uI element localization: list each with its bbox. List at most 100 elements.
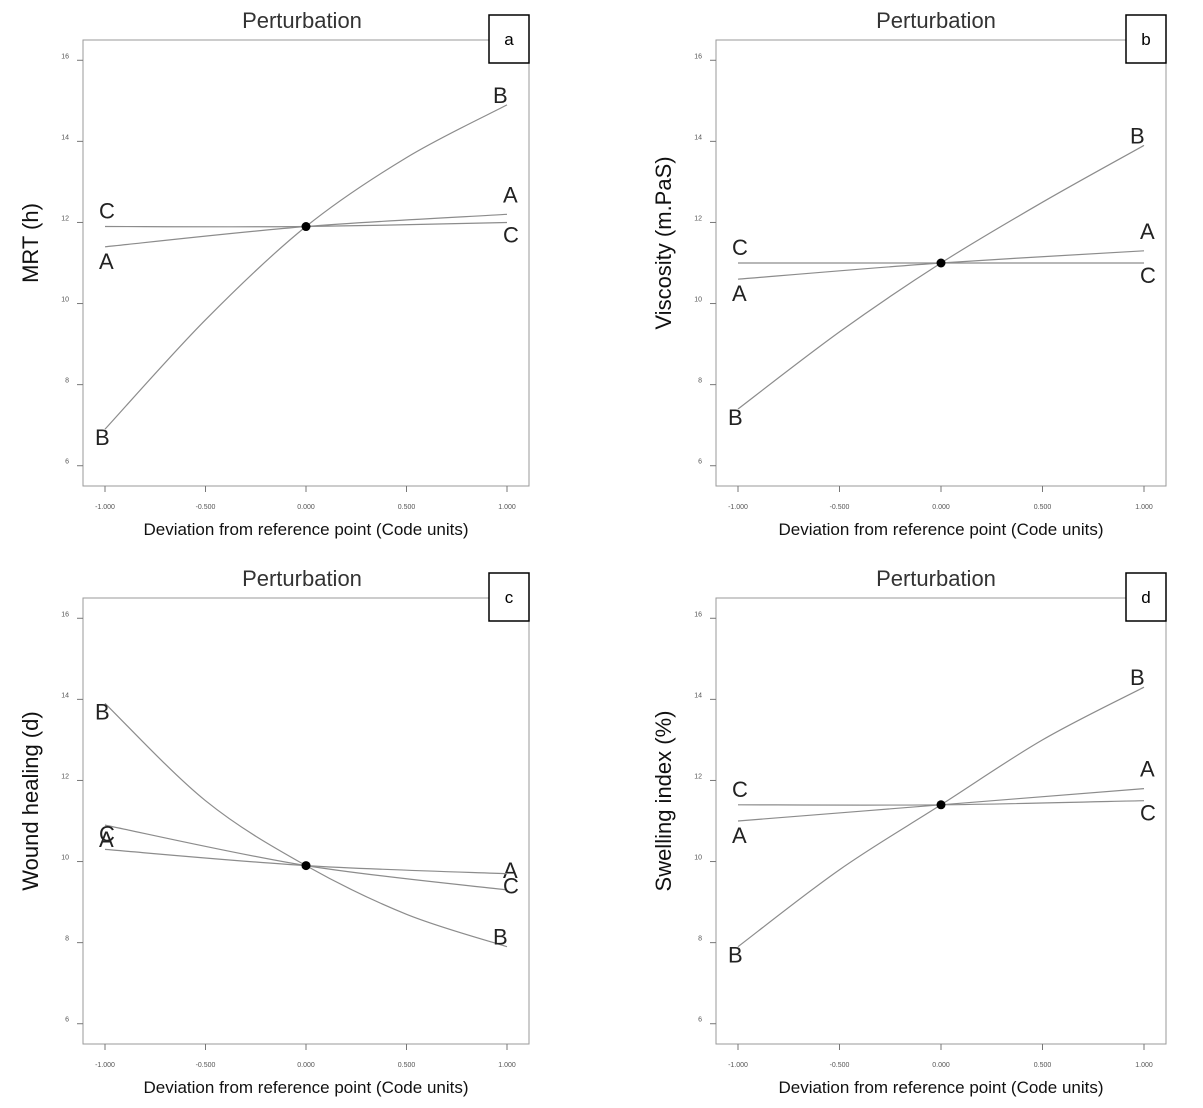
- series-label-end-B: B: [1130, 665, 1145, 690]
- y-axis-label: Viscosity (m.PaS): [651, 156, 676, 329]
- x-tick-label: 1.000: [498, 1062, 516, 1069]
- series-label-end-A: A: [503, 858, 518, 883]
- series-line-A: [104, 824, 508, 891]
- y-tick-label: 14: [61, 692, 69, 699]
- y-tick-label: 10: [694, 297, 702, 304]
- y-tick-label: 6: [65, 459, 69, 466]
- chart-panel-c: Perturbation c 6 8 10 12 14 16 -1.000 -0.500 0.000…: [18, 566, 530, 1097]
- reference-point: [301, 861, 311, 871]
- x-tick-label: -0.500: [196, 504, 216, 511]
- reference-point: [301, 222, 311, 232]
- series-label-end-C: C: [503, 222, 519, 247]
- chart-title: Perturbation: [242, 566, 362, 591]
- x-tick-label: 0.500: [1034, 504, 1052, 511]
- y-tick-label: 8: [698, 936, 702, 943]
- plot-frame: [82, 597, 530, 1045]
- x-tick-label: 0.000: [932, 1062, 950, 1069]
- y-tick-label: 16: [61, 611, 69, 618]
- x-tick-label: -0.500: [830, 1062, 850, 1069]
- x-tick-label: 0.500: [398, 504, 416, 511]
- chart-panel-d: Perturbation d 6 8 10 12 14 16 -1.000 -0.500 0.000…: [651, 566, 1167, 1097]
- y-tick-label: 8: [65, 378, 69, 385]
- panel-label-box: [1125, 572, 1167, 622]
- reference-point: [936, 800, 946, 810]
- y-tick-label: 12: [694, 215, 702, 222]
- panel-label-box: [488, 14, 530, 64]
- chart-panel-b: Perturbation b 6 8 10 12 14 16 -1.000 -0.500 0.000…: [651, 8, 1167, 539]
- series-label-start-B: B: [95, 699, 110, 724]
- series-label-end-A: A: [503, 182, 518, 207]
- x-tick-label: 1.000: [1135, 1062, 1153, 1069]
- series-label-start-B: B: [728, 405, 743, 430]
- series-line-B: [737, 686, 1145, 948]
- panel-label: a: [504, 30, 514, 49]
- reference-point: [936, 258, 946, 268]
- y-tick-label: 12: [61, 773, 69, 780]
- y-axis-label: Swelling index (%): [651, 711, 676, 892]
- plot-frame: [82, 39, 530, 487]
- chart-title: Perturbation: [876, 566, 996, 591]
- y-tick-label: 10: [61, 297, 69, 304]
- series-line-B: [737, 144, 1145, 410]
- y-tick-label: 8: [65, 936, 69, 943]
- y-axis-label: Wound healing (d): [18, 711, 43, 890]
- y-tick-label: 12: [61, 215, 69, 222]
- series-label-end-B: B: [493, 83, 508, 108]
- y-tick-label: 10: [61, 855, 69, 862]
- x-axis-label: Deviation from reference point (Code uni…: [778, 520, 1103, 539]
- series-line-B: [104, 702, 508, 948]
- y-tick-label: 10: [694, 855, 702, 862]
- x-tick-label: 0.000: [297, 504, 315, 511]
- x-tick-label: -0.500: [196, 1062, 216, 1069]
- x-tick-label: 1.000: [498, 504, 516, 511]
- x-tick-label: 0.000: [297, 1062, 315, 1069]
- y-tick-label: 14: [61, 134, 69, 141]
- y-tick-label: 16: [61, 53, 69, 60]
- panel-label-box: [1125, 14, 1167, 64]
- chart-title: Perturbation: [876, 8, 996, 33]
- panel-label-box: [488, 572, 530, 622]
- series-label-start-A: A: [99, 249, 114, 274]
- series-label-start-C: C: [99, 821, 115, 846]
- y-tick-label: 6: [65, 1017, 69, 1024]
- series-label-start-A: A: [99, 827, 114, 852]
- x-tick-label: -1.000: [95, 1062, 115, 1069]
- x-tick-label: 1.000: [1135, 504, 1153, 511]
- x-axis-label: Deviation from reference point (Code uni…: [143, 1078, 468, 1097]
- y-tick-label: 14: [694, 134, 702, 141]
- x-tick-label: 0.500: [1034, 1062, 1052, 1069]
- series-label-end-C: C: [503, 874, 519, 899]
- series-label-end-B: B: [1130, 123, 1145, 148]
- y-tick-label: 6: [698, 459, 702, 466]
- y-axis-label: MRT (h): [18, 203, 43, 283]
- x-axis-label: Deviation from reference point (Code uni…: [143, 520, 468, 539]
- y-tick-label: 16: [694, 53, 702, 60]
- x-tick-label: -1.000: [95, 504, 115, 511]
- series-label-start-B: B: [95, 425, 110, 450]
- x-tick-label: 0.500: [398, 1062, 416, 1069]
- series-label-end-C: C: [1140, 263, 1156, 288]
- y-tick-label: 6: [698, 1017, 702, 1024]
- x-tick-label: -0.500: [830, 504, 850, 511]
- series-label-start-C: C: [99, 199, 115, 224]
- series-label-end-B: B: [493, 925, 508, 950]
- series-label-start-B: B: [728, 943, 743, 968]
- y-tick-label: 16: [694, 611, 702, 618]
- series-label-start-C: C: [732, 235, 748, 260]
- chart-title: Perturbation: [242, 8, 362, 33]
- y-tick-label: 12: [694, 773, 702, 780]
- y-tick-label: 14: [694, 692, 702, 699]
- series-line-B: [104, 104, 508, 430]
- plot-frame: [715, 597, 1167, 1045]
- x-tick-label: -1.000: [728, 1062, 748, 1069]
- series-label-start-A: A: [732, 281, 747, 306]
- y-tick-label: 8: [698, 378, 702, 385]
- x-axis-label: Deviation from reference point (Code uni…: [778, 1078, 1103, 1097]
- series-label-start-C: C: [732, 777, 748, 802]
- panel-label: d: [1141, 588, 1150, 607]
- series-label-end-A: A: [1140, 219, 1155, 244]
- series-label-end-A: A: [1140, 757, 1155, 782]
- x-tick-label: -1.000: [728, 504, 748, 511]
- chart-panel-a: Perturbation a 6 8 10 12 14 16 -1.000 -0.500 0.000…: [18, 8, 530, 539]
